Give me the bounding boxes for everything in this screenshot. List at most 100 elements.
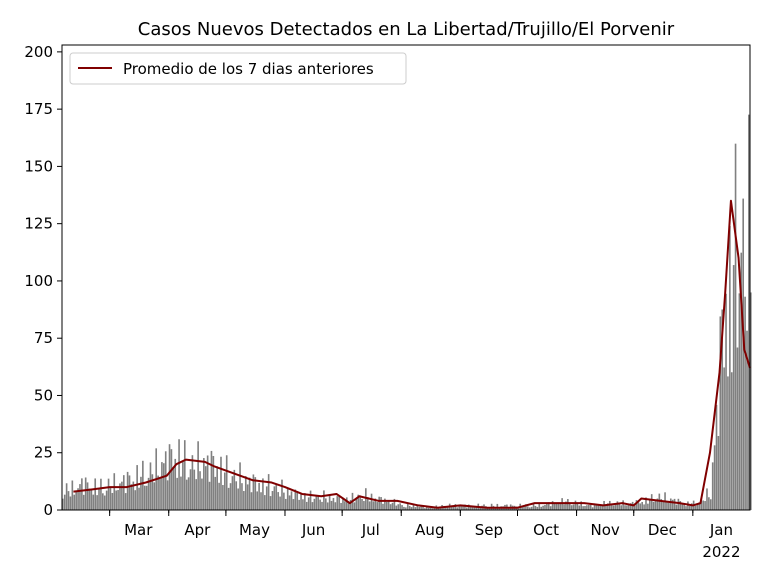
bar (372, 501, 375, 510)
bar (168, 444, 171, 510)
bar (332, 497, 335, 510)
bar (742, 198, 744, 510)
bar (612, 505, 615, 510)
bar (614, 504, 617, 510)
bar (681, 504, 684, 510)
bar (647, 503, 649, 510)
bar (403, 506, 405, 510)
bar (557, 503, 560, 510)
bar (660, 499, 663, 510)
y-tick-label: 25 (34, 444, 53, 462)
legend-frame (69, 52, 407, 85)
bar (102, 493, 104, 510)
bar (523, 505, 525, 510)
bar (342, 497, 344, 510)
bar (462, 504, 464, 510)
bar (317, 495, 319, 510)
bar (662, 501, 664, 510)
bar (183, 440, 186, 510)
bar (420, 505, 422, 510)
bar (624, 505, 626, 510)
bar (696, 504, 699, 510)
bar (231, 476, 234, 510)
y-tick-label: 200 (24, 43, 53, 61)
bar (214, 476, 217, 510)
bar (374, 498, 377, 510)
bar (730, 372, 733, 510)
bar (363, 501, 365, 510)
bar (275, 484, 278, 510)
bar (658, 493, 661, 510)
y-tick-label: 75 (34, 329, 53, 347)
bar (264, 495, 266, 510)
avg-line (73, 199, 751, 509)
bar (376, 502, 379, 510)
bar (185, 479, 188, 510)
bar (464, 504, 466, 510)
bar (128, 475, 131, 510)
bar (187, 477, 190, 510)
x-tick-label: Sep (475, 521, 503, 539)
bar (157, 475, 159, 510)
bar (717, 436, 720, 510)
x-tick-label: Jun (301, 521, 325, 539)
bar (666, 501, 668, 510)
bar (216, 466, 218, 510)
bar (288, 495, 291, 510)
bar (244, 476, 247, 510)
bar (283, 492, 285, 510)
bar (292, 499, 295, 510)
bar (100, 478, 102, 510)
bar (267, 474, 270, 510)
bar (84, 477, 87, 510)
bar (620, 505, 623, 510)
bar (138, 487, 140, 510)
bar (235, 481, 238, 510)
bar (340, 502, 342, 510)
bar (170, 449, 173, 510)
bar (406, 503, 409, 510)
bar (145, 485, 148, 510)
bar (223, 472, 226, 510)
bar (748, 114, 750, 510)
bar (163, 463, 165, 510)
bar (345, 497, 348, 510)
bar (380, 497, 382, 510)
bar (391, 502, 394, 510)
bar (77, 488, 79, 510)
bar (586, 505, 588, 510)
bar (527, 506, 529, 510)
bar (424, 508, 426, 510)
bar (218, 482, 220, 510)
bar (142, 460, 144, 510)
bar (460, 506, 462, 510)
x-tick-label: Nov (591, 521, 620, 539)
bar (679, 501, 682, 510)
bar (597, 505, 600, 510)
bar (321, 501, 323, 510)
bar (284, 498, 287, 510)
bar (431, 508, 434, 510)
x-tick-label: Apr (184, 521, 211, 539)
bar (159, 478, 161, 510)
bar (121, 481, 123, 510)
bar (389, 504, 392, 510)
x-tick-label: May (239, 521, 270, 539)
bar (92, 494, 95, 510)
bar (546, 503, 548, 510)
bar (593, 503, 596, 510)
bar (669, 498, 672, 510)
x-tick-label: Aug (415, 521, 444, 539)
bar (639, 503, 642, 510)
plot-frame (61, 44, 751, 511)
bar (305, 501, 308, 510)
bar (105, 490, 108, 510)
bar (370, 493, 373, 510)
bar (182, 461, 184, 510)
bar (132, 481, 135, 510)
bar (618, 504, 621, 510)
bar (176, 477, 178, 510)
bar (723, 367, 725, 510)
bar (325, 498, 327, 510)
bar (565, 501, 567, 510)
